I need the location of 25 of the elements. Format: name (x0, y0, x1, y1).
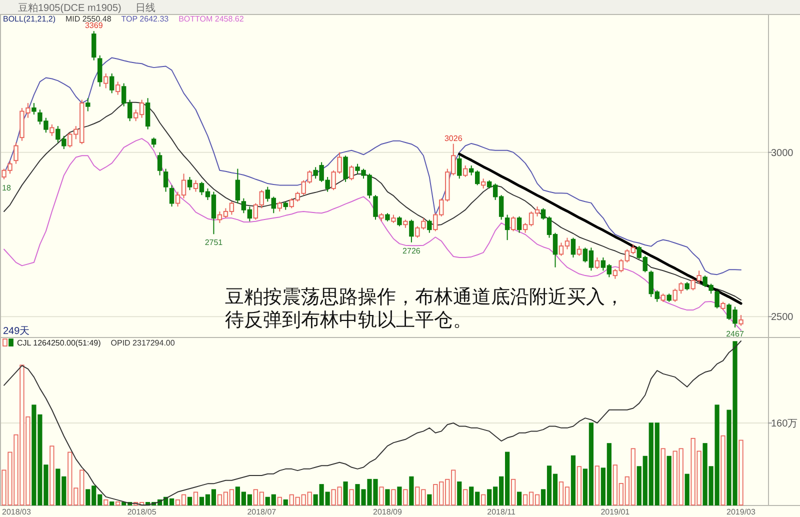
header: 豆粕1905(DCE m1905) 日线 (0, 0, 800, 15)
y-tick-label: 2500 (771, 312, 794, 324)
y-tick-label: 160万 (771, 418, 798, 430)
annotation: 249天 (3, 326, 30, 337)
legend-label: CJL 1264250.00(51:49) (17, 338, 102, 348)
x-tick-label: 2019/03 (726, 508, 756, 516)
x-tick-label: 2018/09 (373, 508, 402, 516)
chart-title: 豆粕1905(DCE m1905) (18, 3, 122, 14)
y-tick-label: 3000 (771, 148, 794, 159)
annotation: 2751 (204, 238, 224, 248)
annotation: 3369 (84, 21, 104, 30)
x-tick-label: 2018/07 (247, 508, 277, 516)
annotation: 3026 (444, 134, 463, 143)
annotation: 豆粕按震荡思路操作，布林通道底沿附近买入，待反弹到布林中轨以上平仓。 (225, 286, 624, 331)
x-tick-label: 2019/01 (600, 508, 630, 516)
legend: OPID 2317294.00 (110, 338, 175, 348)
legend: BOLL(21,21,2) MID 2550.48 TOP 2642.33 BOTTOM 2458.62 (3, 14, 244, 24)
annotation: 2726 (402, 246, 421, 256)
chart-subtitle: 日线 (135, 2, 156, 14)
x-tick-label: 2018/03 (2, 508, 32, 516)
legend: CJL 1264250.00(51:49) (2, 338, 101, 348)
annotation: 18 (2, 183, 12, 192)
x-tick-label: 2018/11 (487, 508, 516, 516)
x-tick-label: 2018/05 (127, 508, 157, 516)
annotation: 2467 (726, 330, 744, 338)
